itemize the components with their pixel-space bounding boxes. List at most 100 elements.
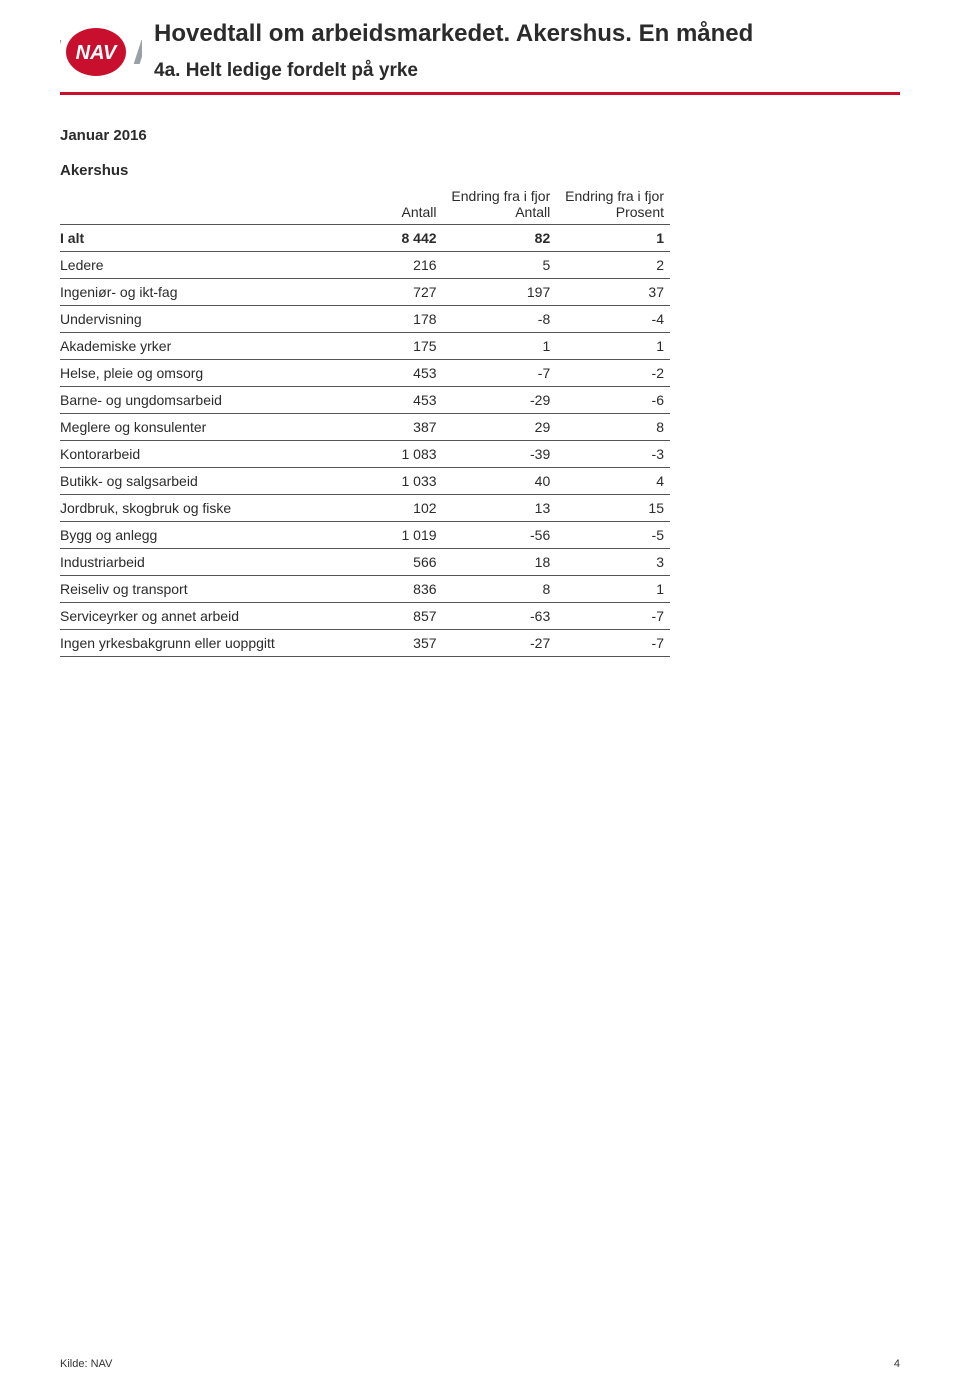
cell-endring-prosent: 1 [556, 576, 670, 603]
logo-wrap: NAV [60, 20, 150, 83]
cell-endring-prosent: 1 [556, 225, 670, 252]
title-block: Hovedtall om arbeidsmarkedet. Akershus. … [150, 20, 900, 90]
table-row: Bygg og anlegg1 019-56-5 [60, 522, 670, 549]
cell-endring-prosent: 1 [556, 333, 670, 360]
page: NAV Hovedtall om arbeidsmarkedet. Akersh… [0, 0, 960, 1396]
cell-label: Jordbruk, skogbruk og fiske [60, 495, 329, 522]
cell-antall: 453 [329, 387, 443, 414]
cell-endring-prosent: -7 [556, 630, 670, 657]
col-header-antall: Antall [329, 183, 443, 225]
cell-endring-antall: 5 [443, 252, 557, 279]
cell-endring-antall: -27 [443, 630, 557, 657]
table-row: Serviceyrker og annet arbeid857-63-7 [60, 603, 670, 630]
cell-endring-antall: 18 [443, 549, 557, 576]
cell-label: Barne- og ungdomsarbeid [60, 387, 329, 414]
col-header-line2: Antall [402, 204, 437, 220]
col-header-endring-antall: Endring fra i fjor Antall [443, 183, 557, 225]
footer: Kilde: NAV 4 [60, 1358, 900, 1370]
cell-endring-prosent: 4 [556, 468, 670, 495]
cell-antall: 857 [329, 603, 443, 630]
cell-antall: 175 [329, 333, 443, 360]
cell-endring-antall: 8 [443, 576, 557, 603]
table-row: Ingen yrkesbakgrunn eller uoppgitt357-27… [60, 630, 670, 657]
table-row: Undervisning178-8-4 [60, 306, 670, 333]
table-header-row: Antall Endring fra i fjor Antall Endring… [60, 183, 670, 225]
table-row: Jordbruk, skogbruk og fiske1021315 [60, 495, 670, 522]
cell-endring-prosent: -2 [556, 360, 670, 387]
cell-endring-prosent: 15 [556, 495, 670, 522]
cell-endring-antall: -56 [443, 522, 557, 549]
col-header-line2: Antall [515, 204, 550, 220]
col-header-line1: Endring fra i fjor [451, 188, 550, 204]
table-row: Reiseliv og transport83681 [60, 576, 670, 603]
cell-antall: 1 083 [329, 441, 443, 468]
cell-endring-antall: -8 [443, 306, 557, 333]
table-row: Meglere og konsulenter387298 [60, 414, 670, 441]
cell-endring-antall: 40 [443, 468, 557, 495]
cell-antall: 836 [329, 576, 443, 603]
cell-endring-antall: -63 [443, 603, 557, 630]
header: NAV Hovedtall om arbeidsmarkedet. Akersh… [60, 20, 900, 90]
page-subtitle: 4a. Helt ledige fordelt på yrke [154, 60, 900, 82]
cell-antall: 727 [329, 279, 443, 306]
col-header-line1: Endring fra i fjor [565, 188, 664, 204]
cell-endring-prosent: -5 [556, 522, 670, 549]
table-row: Akademiske yrker17511 [60, 333, 670, 360]
cell-endring-prosent: 3 [556, 549, 670, 576]
cell-endring-antall: -7 [443, 360, 557, 387]
cell-antall: 357 [329, 630, 443, 657]
col-header-endring-prosent: Endring fra i fjor Prosent [556, 183, 670, 225]
cell-label: I alt [60, 225, 329, 252]
nav-logo-icon: NAV [60, 26, 142, 78]
cell-antall: 1 019 [329, 522, 443, 549]
cell-endring-prosent: -6 [556, 387, 670, 414]
data-table: Antall Endring fra i fjor Antall Endring… [60, 183, 670, 657]
col-header-label [60, 183, 329, 225]
date-label: Januar 2016 [60, 127, 900, 144]
cell-endring-antall: 29 [443, 414, 557, 441]
table-head: Antall Endring fra i fjor Antall Endring… [60, 183, 670, 225]
table-row: Ledere21652 [60, 252, 670, 279]
cell-endring-antall: -29 [443, 387, 557, 414]
table-row: Helse, pleie og omsorg453-7-2 [60, 360, 670, 387]
cell-label: Undervisning [60, 306, 329, 333]
cell-label: Meglere og konsulenter [60, 414, 329, 441]
cell-antall: 453 [329, 360, 443, 387]
cell-antall: 1 033 [329, 468, 443, 495]
cell-endring-prosent: 8 [556, 414, 670, 441]
table-row: Ingeniør- og ikt-fag72719737 [60, 279, 670, 306]
cell-label: Butikk- og salgsarbeid [60, 468, 329, 495]
cell-endring-antall: 82 [443, 225, 557, 252]
cell-endring-prosent: -7 [556, 603, 670, 630]
footer-page-number: 4 [894, 1358, 900, 1370]
col-header-line2: Prosent [616, 204, 664, 220]
cell-label: Reiseliv og transport [60, 576, 329, 603]
page-title: Hovedtall om arbeidsmarkedet. Akershus. … [154, 20, 900, 48]
cell-label: Kontorarbeid [60, 441, 329, 468]
cell-endring-prosent: -4 [556, 306, 670, 333]
table-body: I alt8 442821Ledere21652Ingeniør- og ikt… [60, 225, 670, 657]
region-label: Akershus [60, 162, 900, 179]
cell-label: Industriarbeid [60, 549, 329, 576]
cell-endring-antall: -39 [443, 441, 557, 468]
cell-label: Ledere [60, 252, 329, 279]
cell-endring-antall: 1 [443, 333, 557, 360]
cell-antall: 102 [329, 495, 443, 522]
table-row: Butikk- og salgsarbeid1 033404 [60, 468, 670, 495]
cell-antall: 8 442 [329, 225, 443, 252]
table-row: Barne- og ungdomsarbeid453-29-6 [60, 387, 670, 414]
cell-endring-prosent: -3 [556, 441, 670, 468]
content: Januar 2016 Akershus Antall Endring fra … [60, 95, 900, 657]
cell-antall: 216 [329, 252, 443, 279]
cell-label: Serviceyrker og annet arbeid [60, 603, 329, 630]
cell-antall: 566 [329, 549, 443, 576]
cell-label: Bygg og anlegg [60, 522, 329, 549]
cell-label: Ingeniør- og ikt-fag [60, 279, 329, 306]
cell-endring-antall: 13 [443, 495, 557, 522]
cell-endring-prosent: 2 [556, 252, 670, 279]
cell-label: Akademiske yrker [60, 333, 329, 360]
cell-antall: 178 [329, 306, 443, 333]
svg-text:NAV: NAV [76, 42, 118, 64]
cell-label: Helse, pleie og omsorg [60, 360, 329, 387]
cell-label: Ingen yrkesbakgrunn eller uoppgitt [60, 630, 329, 657]
